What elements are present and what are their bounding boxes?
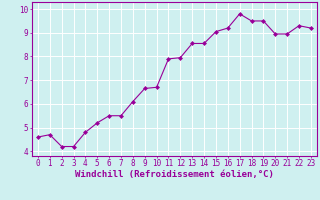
X-axis label: Windchill (Refroidissement éolien,°C): Windchill (Refroidissement éolien,°C) — [75, 170, 274, 179]
